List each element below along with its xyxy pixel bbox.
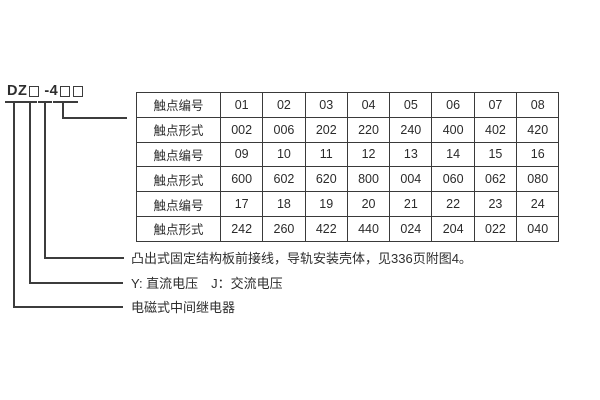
table-cell: 14 (431, 141, 475, 168)
table-cell: 004 (389, 166, 433, 193)
table-cell: 006 (262, 116, 306, 143)
table-cell: 22 (431, 191, 475, 217)
table-cell: 040 (516, 215, 560, 242)
table-cell: 060 (431, 166, 475, 193)
table-cell: 024 (389, 215, 433, 242)
table-cell: 19 (304, 191, 348, 217)
table-cell: 440 (346, 215, 391, 242)
table-row: 触点形式 002 006 202 220 240 400 402 420 (136, 116, 560, 143)
table-cell: 07 (473, 92, 518, 118)
table-cell: 12 (346, 141, 391, 168)
connector-relaytype-vertical (13, 101, 15, 307)
table-cell: 002 (219, 116, 264, 143)
connector-voltage-horizontal (29, 282, 123, 284)
connector-structure-horizontal (44, 257, 124, 259)
table-row: 触点形式 242 260 422 440 024 204 022 040 (136, 215, 560, 242)
table-cell: 23 (473, 191, 518, 217)
table-cell: 620 (304, 166, 348, 193)
connector-relaytype-horizontal (13, 306, 123, 308)
annotation-structure: 凸出式固定结构板前接线，导轨安装壳体，见336页附图4。 (131, 251, 472, 266)
table-cell: 402 (473, 116, 518, 143)
table-cell: 242 (219, 215, 264, 242)
table-cell: 422 (304, 215, 348, 242)
model-prefix: DZ (7, 83, 28, 99)
table-cell: 20 (346, 191, 391, 217)
row-label: 触点编号 (136, 191, 221, 217)
table-cell: 24 (516, 191, 560, 217)
table-cell: 800 (346, 166, 391, 193)
table-cell: 01 (219, 92, 264, 118)
placeholder-box-voltage-type (29, 85, 40, 97)
table-cell: 400 (431, 116, 475, 143)
table-cell: 260 (262, 215, 306, 242)
table-row: 触点编号 09 10 11 12 13 14 15 16 (136, 141, 560, 168)
row-label: 触点编号 (136, 141, 221, 168)
table-cell: 600 (219, 166, 264, 193)
table-cell: 03 (304, 92, 348, 118)
table-cell: 09 (219, 141, 264, 168)
table-cell: 204 (431, 215, 475, 242)
table-cell: 602 (262, 166, 306, 193)
row-label: 触点形式 (136, 116, 221, 143)
table-cell: 21 (389, 191, 433, 217)
table-cell: 062 (473, 166, 518, 193)
tick-under-contact-boxes (53, 101, 78, 103)
table-cell: 17 (219, 191, 264, 217)
table-row: 触点编号 17 18 19 20 21 22 23 24 (136, 191, 560, 217)
connector-voltage-vertical (29, 101, 31, 283)
tick-under-voltage-box (26, 101, 37, 103)
row-label: 触点编号 (136, 92, 221, 118)
table-cell: 04 (346, 92, 391, 118)
contact-table-body: 触点编号 01 02 03 04 05 06 07 08 触点形式 002 006 202 220 240 4… (136, 92, 560, 242)
annotation-voltage: Y: 直流电压 J：交流电压 (131, 276, 283, 291)
table-cell: 08 (516, 92, 560, 118)
table-cell: 18 (262, 191, 306, 217)
model-code: DZ -4 (7, 83, 84, 99)
placeholder-box-contact-2 (73, 85, 84, 97)
row-label: 触点形式 (136, 215, 221, 242)
table-cell: 06 (431, 92, 475, 118)
table-cell: 240 (389, 116, 433, 143)
table-cell: 11 (304, 141, 348, 168)
tick-under-prefix (5, 101, 26, 103)
placeholder-box-contact-1 (60, 85, 71, 97)
table-cell: 420 (516, 116, 560, 143)
table-row: 触点编号 01 02 03 04 05 06 07 08 (136, 92, 560, 118)
table-cell: 05 (389, 92, 433, 118)
table-row: 触点形式 600 602 620 800 004 060 062 080 (136, 166, 560, 193)
table-cell: 220 (346, 116, 391, 143)
table-cell: 080 (516, 166, 560, 193)
connector-contact-horizontal (62, 117, 127, 119)
connector-contact-vertical (62, 101, 64, 118)
row-label: 触点形式 (136, 166, 221, 193)
table-cell: 15 (473, 141, 518, 168)
table-cell: 10 (262, 141, 306, 168)
contact-code-table: 触点编号 01 02 03 04 05 06 07 08 触点形式 002 006 202 220 240 4… (136, 92, 560, 242)
connector-structure-vertical (44, 101, 46, 258)
model-infix: -4 (44, 83, 59, 99)
table-cell: 16 (516, 141, 560, 168)
table-cell: 022 (473, 215, 518, 242)
annotation-relay-type: 电磁式中间继电器 (131, 300, 236, 315)
table-cell: 02 (262, 92, 306, 118)
table-cell: 13 (389, 141, 433, 168)
table-cell: 202 (304, 116, 348, 143)
